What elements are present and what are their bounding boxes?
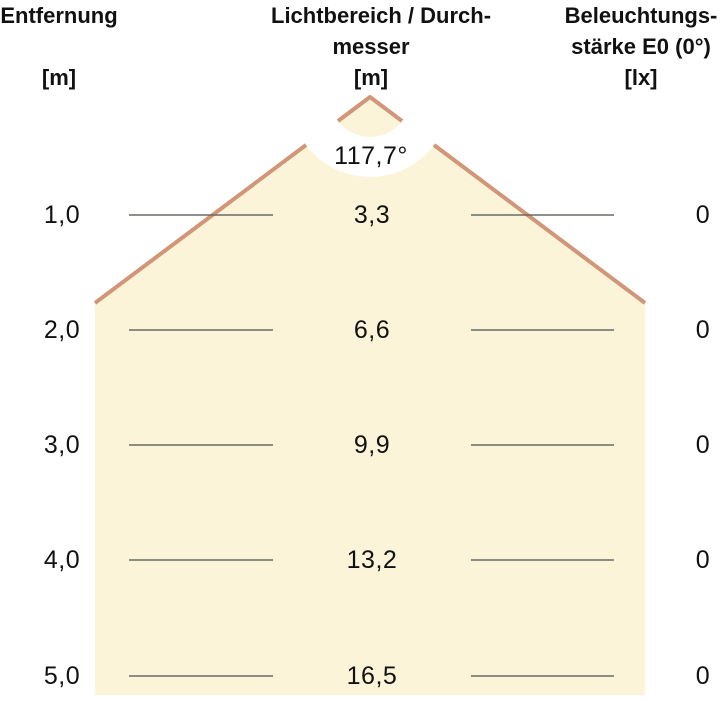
distance-value: 2,0 — [43, 316, 81, 344]
distance-value: 4,0 — [43, 546, 81, 574]
diameter-value: 3,3 — [353, 201, 391, 229]
beam-apex-fan-shape — [338, 97, 402, 137]
beam-angle-label: 117,7° — [334, 142, 408, 170]
diameter-value: 16,5 — [346, 662, 398, 690]
col-unit-illuminance: [lx] — [624, 65, 658, 90]
distance-value: 3,0 — [43, 431, 81, 459]
col-header-illuminance-line1: Beleuchtungs- — [564, 3, 718, 28]
beam-edge-right-line — [432, 143, 647, 305]
col-header-diameter-line1: Lichtbereich / Durch- — [271, 3, 492, 28]
col-header-distance: Entfernung — [0, 3, 118, 28]
distance-value: 1,0 — [43, 201, 81, 229]
illuminance-value: 0 — [695, 662, 711, 690]
illuminance-value: 0 — [695, 546, 711, 574]
beam-edge-left-line — [93, 143, 308, 305]
illuminance-value: 0 — [695, 431, 711, 459]
beam-apex-chevron — [336, 95, 404, 123]
beam-edge-lines — [93, 95, 647, 305]
diameter-value: 6,6 — [353, 316, 391, 344]
col-header-diameter-line2: messer — [332, 34, 410, 59]
beam-fill-shapes — [95, 97, 645, 695]
row-tick-lines — [129, 214, 614, 677]
illuminance-value: 0 — [695, 201, 711, 229]
col-header-illuminance-line2: stärke E0 (0°) — [571, 34, 711, 59]
col-unit-distance: [m] — [41, 65, 77, 90]
col-unit-diameter: [m] — [353, 65, 389, 90]
distance-value: 5,0 — [43, 662, 81, 690]
diameter-value: 9,9 — [353, 431, 391, 459]
diameter-value: 13,2 — [346, 546, 398, 574]
beam-body-shape — [95, 145, 645, 695]
illuminance-value: 0 — [695, 316, 711, 344]
